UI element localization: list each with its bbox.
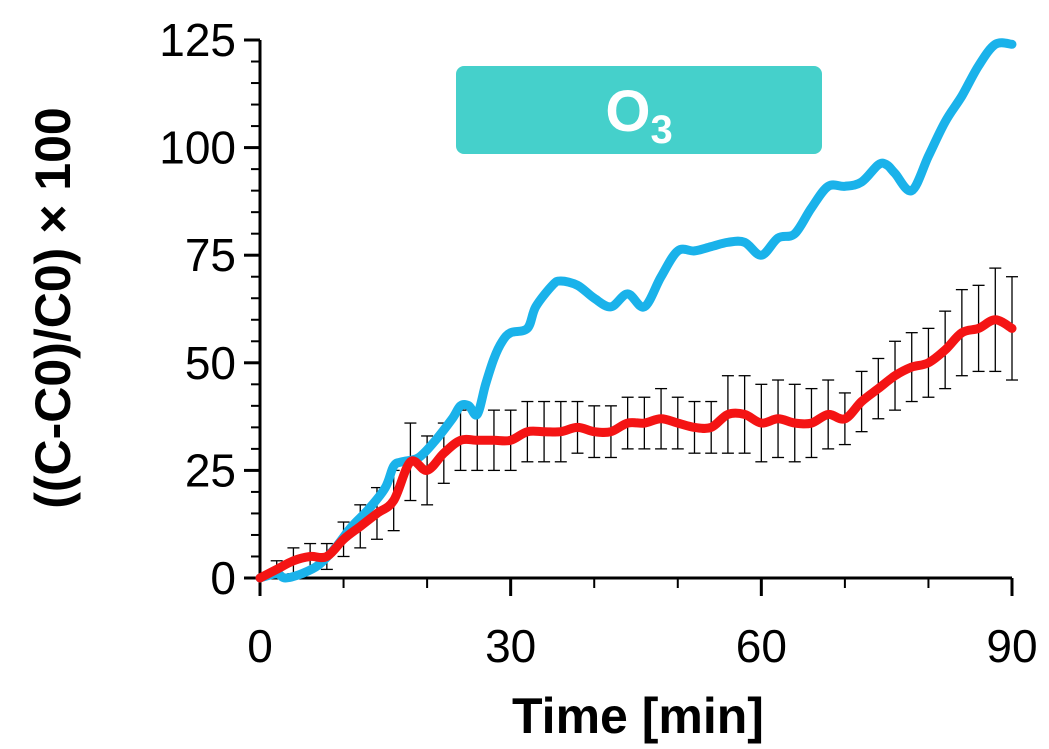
annotation-badge-background xyxy=(456,66,822,154)
x-tick-label: 0 xyxy=(247,620,273,672)
annotation-badge: O3 xyxy=(456,66,822,154)
y-tick-label: 75 xyxy=(185,229,236,281)
series-line-1 xyxy=(255,38,1017,583)
series-line-2 xyxy=(255,315,1017,583)
annotation-badge-label: O3 xyxy=(605,79,672,152)
x-tick-label: 30 xyxy=(485,620,536,672)
y-tick-label: 100 xyxy=(159,122,236,174)
y-tick-label: 125 xyxy=(159,14,236,66)
x-tick-label: 60 xyxy=(736,620,787,672)
y-tick-label: 25 xyxy=(185,444,236,496)
y-tick-label: 0 xyxy=(210,552,236,604)
y-axis-title: ((C-C0)/C0) × 100 xyxy=(25,107,81,509)
x-tick-label: 90 xyxy=(986,620,1037,672)
series-lines xyxy=(255,38,1017,583)
x-axis-title: Time [min] xyxy=(512,688,764,744)
y-tick-label: 50 xyxy=(185,337,236,389)
